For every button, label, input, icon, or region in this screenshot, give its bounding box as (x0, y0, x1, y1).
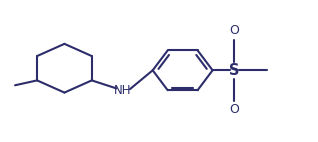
Text: S: S (229, 63, 239, 78)
Text: NH: NH (114, 84, 132, 97)
Text: O: O (229, 24, 239, 37)
Text: O: O (229, 104, 239, 116)
